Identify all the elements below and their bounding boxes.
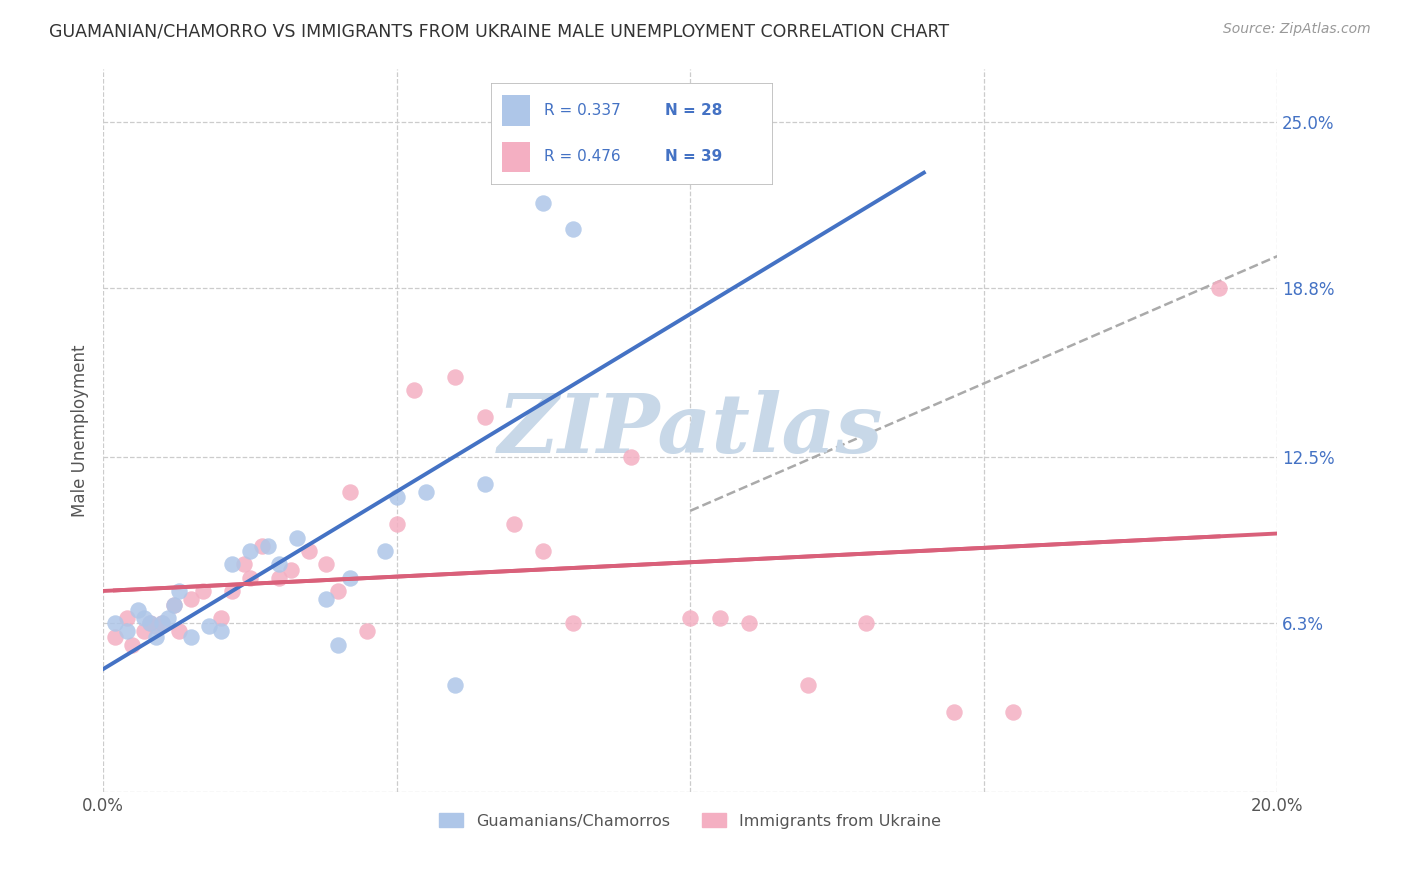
Point — [221, 584, 243, 599]
Text: Source: ZipAtlas.com: Source: ZipAtlas.com — [1223, 22, 1371, 37]
Point — [256, 539, 278, 553]
Point — [239, 544, 262, 558]
Point — [162, 598, 184, 612]
Point — [233, 558, 256, 572]
Y-axis label: Male Unemployment: Male Unemployment — [72, 344, 89, 516]
Point — [150, 616, 173, 631]
Point — [415, 485, 437, 500]
Point — [145, 619, 167, 633]
Point — [943, 705, 966, 719]
Point — [239, 571, 262, 585]
Point — [209, 611, 232, 625]
Point — [738, 616, 761, 631]
Point — [444, 369, 467, 384]
Point — [339, 485, 361, 500]
Legend: Guamanians/Chamorros, Immigrants from Ukraine: Guamanians/Chamorros, Immigrants from Uk… — [433, 806, 948, 835]
Point — [269, 558, 291, 572]
Point — [285, 531, 308, 545]
Point — [150, 616, 173, 631]
Text: ZIPatlas: ZIPatlas — [498, 391, 883, 470]
Text: GUAMANIAN/CHAMORRO VS IMMIGRANTS FROM UKRAINE MALE UNEMPLOYMENT CORRELATION CHAR: GUAMANIAN/CHAMORRO VS IMMIGRANTS FROM UK… — [49, 22, 949, 40]
Point — [474, 477, 496, 491]
Point — [679, 611, 702, 625]
Point — [180, 592, 202, 607]
Point — [796, 678, 818, 692]
Point — [115, 624, 138, 639]
Point — [315, 558, 337, 572]
Point — [374, 544, 396, 558]
Point — [533, 544, 555, 558]
Point — [385, 491, 408, 505]
Point — [620, 450, 643, 465]
Point — [139, 616, 162, 631]
Point — [104, 630, 127, 644]
Point — [1208, 281, 1230, 295]
Point — [474, 410, 496, 425]
Point — [127, 603, 149, 617]
Point — [339, 571, 361, 585]
Point — [855, 616, 877, 631]
Point — [134, 624, 156, 639]
Point — [326, 638, 349, 652]
Point — [444, 678, 467, 692]
Point — [191, 584, 214, 599]
Point — [115, 611, 138, 625]
Point — [156, 611, 179, 625]
Point — [145, 630, 167, 644]
Point — [1002, 705, 1025, 719]
Point — [169, 584, 191, 599]
Point — [709, 611, 731, 625]
Point — [356, 624, 378, 639]
Point — [221, 558, 243, 572]
Point — [297, 544, 319, 558]
Point — [280, 563, 302, 577]
Point — [250, 539, 273, 553]
Point — [139, 616, 162, 631]
Point — [198, 619, 221, 633]
Point — [169, 624, 191, 639]
Point — [104, 616, 127, 631]
Point — [561, 616, 583, 631]
Point — [326, 584, 349, 599]
Point — [385, 517, 408, 532]
Point — [404, 383, 426, 397]
Point — [209, 624, 232, 639]
Point — [269, 571, 291, 585]
Point — [134, 611, 156, 625]
Point — [121, 638, 143, 652]
Point — [180, 630, 202, 644]
Point — [533, 195, 555, 210]
Point — [561, 222, 583, 236]
Point — [503, 517, 526, 532]
Point — [315, 592, 337, 607]
Point — [162, 598, 184, 612]
